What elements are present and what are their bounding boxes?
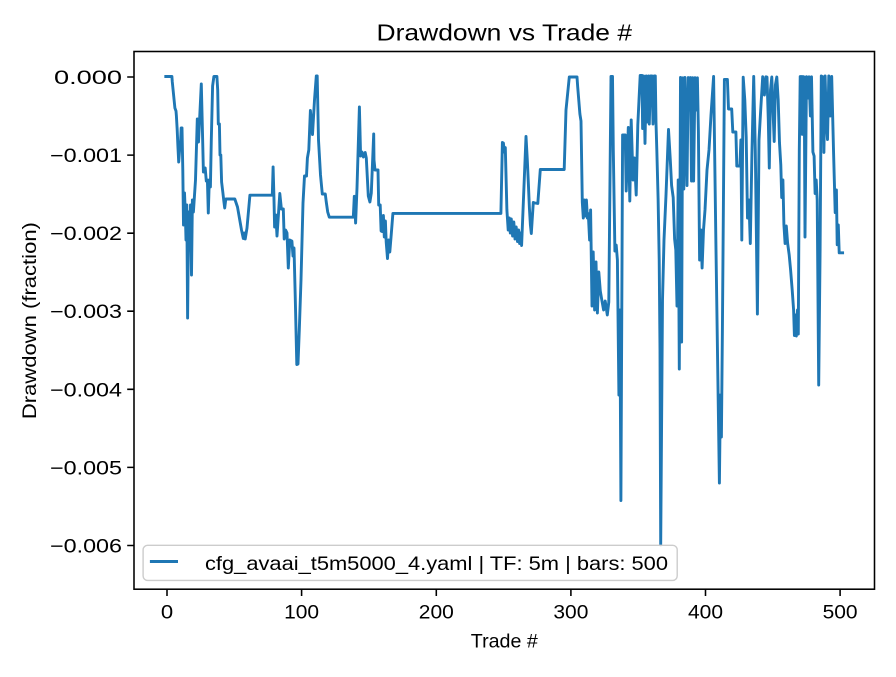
- svg-text:Drawdown (fraction): Drawdown (fraction): [19, 222, 41, 419]
- svg-text:200: 200: [419, 602, 454, 624]
- svg-text:−0.006: −0.006: [50, 536, 122, 558]
- svg-text:cfg_avaai_t5m5000_4.yaml | TF:: cfg_avaai_t5m5000_4.yaml | TF: 5m | bars…: [205, 553, 668, 575]
- svg-text:−0.004: −0.004: [50, 379, 122, 401]
- svg-text:−0.001: −0.001: [50, 145, 122, 167]
- svg-text:400: 400: [688, 602, 723, 624]
- svg-text:Drawdown vs Trade #: Drawdown vs Trade #: [377, 20, 633, 46]
- svg-text:0: 0: [161, 602, 174, 624]
- svg-text:−0.003: −0.003: [50, 301, 122, 323]
- svg-text:300: 300: [553, 602, 588, 624]
- svg-text:−0.005: −0.005: [50, 457, 122, 479]
- svg-text:0.000: 0.000: [54, 67, 122, 89]
- svg-text:100: 100: [284, 602, 319, 624]
- svg-text:500: 500: [823, 602, 858, 624]
- svg-text:−0.002: −0.002: [50, 223, 122, 245]
- svg-text:Trade #: Trade #: [471, 631, 538, 653]
